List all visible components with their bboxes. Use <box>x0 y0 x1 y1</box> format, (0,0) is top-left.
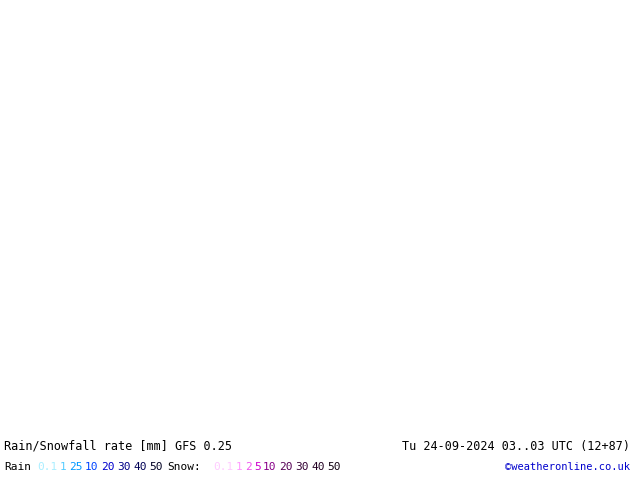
Text: ©weatheronline.co.uk: ©weatheronline.co.uk <box>505 462 630 472</box>
Text: 1: 1 <box>60 462 67 472</box>
Text: 2: 2 <box>245 462 252 472</box>
Text: 50: 50 <box>149 462 162 472</box>
Text: 1: 1 <box>236 462 243 472</box>
Text: 40: 40 <box>133 462 146 472</box>
Text: 30: 30 <box>295 462 309 472</box>
Text: 5: 5 <box>254 462 261 472</box>
Text: 10: 10 <box>263 462 276 472</box>
Text: Rain/Snowfall rate [mm] GFS 0.25: Rain/Snowfall rate [mm] GFS 0.25 <box>4 440 232 453</box>
Text: 10: 10 <box>85 462 98 472</box>
Text: Tu 24-09-2024 03..03 UTC (12+87): Tu 24-09-2024 03..03 UTC (12+87) <box>402 440 630 453</box>
Text: 50: 50 <box>327 462 340 472</box>
Text: Snow:: Snow: <box>167 462 201 472</box>
Text: 40: 40 <box>311 462 325 472</box>
Text: 30: 30 <box>117 462 131 472</box>
Text: Rain: Rain <box>4 462 31 472</box>
Text: 20: 20 <box>101 462 115 472</box>
Text: 0.1: 0.1 <box>213 462 233 472</box>
Text: 25: 25 <box>69 462 82 472</box>
Text: 20: 20 <box>279 462 292 472</box>
Text: 0.1: 0.1 <box>37 462 57 472</box>
